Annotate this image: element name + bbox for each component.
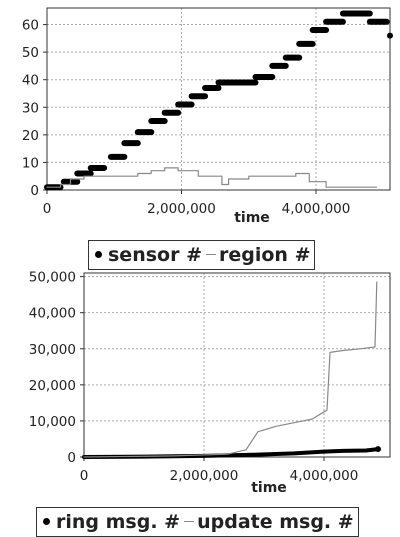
y-tick-label: 10,000 (29, 414, 76, 430)
plot-frame (46, 7, 391, 191)
y-tick-label: 30 (22, 100, 39, 116)
end-point (375, 446, 381, 453)
legend-label-region: region # (219, 244, 311, 266)
legend-top: sensor # region # (88, 240, 316, 270)
series-update-msg (83, 281, 378, 458)
y-tick-label: 0 (67, 450, 76, 466)
x-tick-label: 0 (43, 201, 52, 217)
series-sensor (44, 10, 393, 191)
legend-marker-update (184, 520, 195, 522)
y-tick-label: 50 (22, 45, 39, 61)
y-tick-label: 60 (22, 18, 39, 34)
plot-frame (83, 272, 391, 458)
legend-label-update: update msg. # (197, 511, 354, 533)
y-tick-label: 30,000 (29, 342, 76, 358)
data-point (387, 32, 393, 39)
legend-label-ring: ring msg. # (56, 511, 181, 533)
legend-marker-region (206, 253, 216, 255)
chart-2: 0 10,000 20,000 30,000 40,000 50,000 0 2,000,00… (29, 270, 391, 496)
legend-label-sensor: sensor # (108, 244, 202, 266)
series-region (46, 167, 378, 188)
x-tick-label: 2,000,000 (147, 201, 216, 217)
legend-marker-ring (43, 517, 50, 525)
y-tick-label: 20 (22, 128, 39, 144)
series-line (83, 281, 378, 458)
legend-bottom: ring msg. # update msg. # (36, 507, 359, 537)
legend-marker-sensor (95, 250, 102, 258)
x-tick-label: 4,000,000 (282, 201, 351, 217)
y-tick-label: 40 (22, 73, 39, 89)
series-ring-msg (82, 446, 381, 459)
x-axis-title: time (234, 210, 270, 226)
y-tick-label: 50,000 (29, 270, 76, 286)
x-axis-title: time (251, 480, 287, 496)
x-tick-label: 2,000,000 (170, 468, 239, 484)
x-tick-label: 4,000,000 (290, 468, 359, 484)
y-tick-label: 20,000 (29, 378, 76, 394)
chart-1: 0 10 20 30 40 50 60 0 2,000,000 4,000,000 time (22, 7, 393, 226)
series-line (46, 167, 378, 188)
y-tick-label: 40,000 (29, 306, 76, 322)
x-tick-label: 0 (80, 468, 89, 484)
y-tick-label: 0 (30, 183, 39, 199)
y-tick-label: 10 (22, 155, 39, 171)
